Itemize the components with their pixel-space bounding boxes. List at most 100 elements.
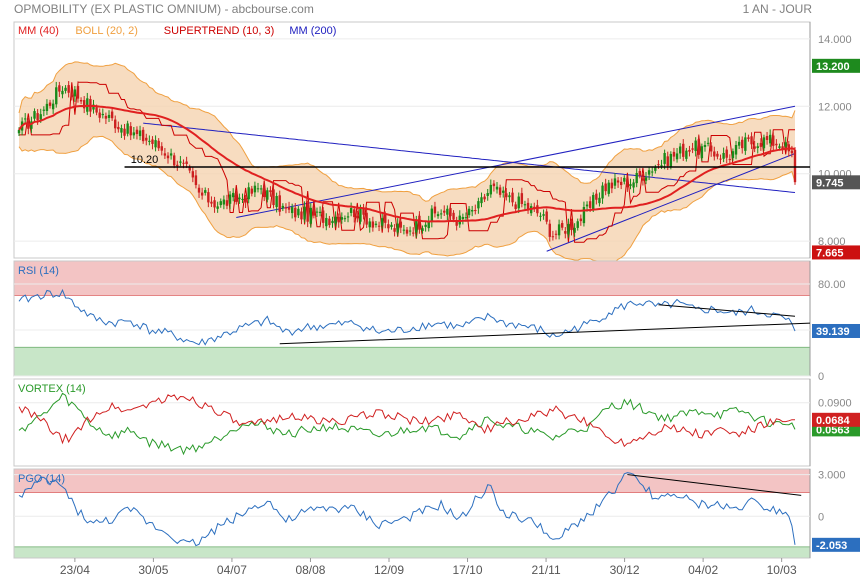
trendline-lower xyxy=(546,153,796,252)
price-legend-1: BOLL (20, 2) xyxy=(75,25,138,37)
x-tick-label-8: 04/02 xyxy=(688,563,718,577)
candle-body xyxy=(259,188,263,190)
candle-body xyxy=(266,190,269,200)
candle-body xyxy=(188,167,191,171)
candle-body xyxy=(545,211,548,222)
g-rsi-badge-0-text: 39.139 xyxy=(816,326,850,338)
price-tick-2: 12.000 xyxy=(818,101,852,113)
g-vortex-badge-0-text: 0.0563 xyxy=(816,424,850,436)
candle-body xyxy=(179,161,182,163)
candle-body xyxy=(222,199,226,205)
candle-body xyxy=(160,146,163,151)
candle-body xyxy=(371,221,375,228)
g-pgo-tick-0: 3.000 xyxy=(818,470,846,482)
candle-body xyxy=(117,126,120,130)
candle-body xyxy=(480,197,483,204)
candle-body xyxy=(235,192,238,202)
candle-body xyxy=(104,115,108,119)
candle-body xyxy=(775,143,778,146)
candle-body xyxy=(427,221,430,229)
g-rsi-legend-0: RSI (14) xyxy=(18,265,59,277)
mm40-line xyxy=(18,104,796,223)
candle-body xyxy=(197,187,201,193)
price-badge-1-text: 9.745 xyxy=(816,177,844,189)
candle-body xyxy=(393,228,396,232)
candle-body xyxy=(275,196,278,208)
g-pgo-badge-0-text: -2.053 xyxy=(816,540,847,552)
candle-body xyxy=(768,134,772,144)
candle-body xyxy=(548,223,551,237)
candle-body xyxy=(253,185,257,193)
candle-body xyxy=(526,202,530,210)
g-rsi-overbought-zone xyxy=(14,261,810,296)
candle-body xyxy=(306,204,309,222)
resistance-label: 10.20 xyxy=(131,154,159,166)
candle-body xyxy=(216,206,219,209)
rsi-resistance-line xyxy=(658,304,796,317)
candle-body xyxy=(688,149,691,152)
x-tick-label-2: 04/07 xyxy=(217,563,247,577)
candle-body xyxy=(51,103,55,110)
candle-body xyxy=(64,87,67,91)
candle-body xyxy=(328,218,331,226)
candle-body xyxy=(377,225,381,227)
candle-body xyxy=(297,208,300,216)
candle-body xyxy=(48,102,52,106)
candle-body xyxy=(405,229,409,234)
candle-body xyxy=(470,209,474,212)
candle-body xyxy=(269,190,272,193)
period-label: 1 AN - JOUR xyxy=(742,2,812,16)
candle-body xyxy=(436,214,440,217)
candle-body xyxy=(343,218,347,220)
candle-body xyxy=(244,198,247,203)
g-rsi-series-0 xyxy=(18,288,796,346)
candle-body xyxy=(120,128,123,133)
candle-body xyxy=(36,113,39,121)
candle-body xyxy=(166,155,170,159)
candle-body xyxy=(433,206,437,214)
candle-body xyxy=(424,224,427,227)
candle-body xyxy=(82,100,86,109)
candle-body xyxy=(452,212,455,220)
bollinger-band xyxy=(19,61,795,267)
candle-body xyxy=(585,204,589,207)
candle-body xyxy=(61,90,64,95)
mm200-line xyxy=(143,122,796,193)
candle-body xyxy=(95,107,98,113)
candle-body xyxy=(601,185,604,199)
candle-body xyxy=(651,171,654,173)
candle-body xyxy=(67,85,70,93)
candle-body xyxy=(154,140,157,148)
candle-body xyxy=(138,130,142,137)
candle-body xyxy=(719,158,722,160)
candle-body xyxy=(365,212,368,225)
g-vortex-frame xyxy=(13,378,811,467)
candle-body xyxy=(79,99,83,102)
candle-body xyxy=(225,200,229,206)
supertrend-line xyxy=(19,81,795,243)
candle-body xyxy=(464,217,468,219)
candle-body xyxy=(362,208,365,215)
candle-body xyxy=(415,219,418,233)
candle-body xyxy=(762,137,766,149)
candle-body xyxy=(325,217,328,227)
candle-body xyxy=(402,229,406,231)
candle-body xyxy=(157,140,160,149)
candle-body xyxy=(709,145,713,152)
candle-body xyxy=(660,165,663,167)
candle-body xyxy=(694,140,697,152)
candle-body xyxy=(446,208,449,215)
candle-body xyxy=(76,86,80,99)
candle-body xyxy=(632,182,635,188)
candle-body xyxy=(294,207,297,218)
candle-body xyxy=(747,137,750,139)
x-tick-label-6: 21/11 xyxy=(531,563,560,577)
price-badge-2-text: 7.665 xyxy=(816,247,844,259)
candle-body xyxy=(300,211,303,220)
candle-body xyxy=(272,189,275,206)
candle-body xyxy=(713,151,716,157)
candle-body xyxy=(495,186,499,190)
candle-body xyxy=(443,210,446,213)
candle-body xyxy=(508,195,511,198)
